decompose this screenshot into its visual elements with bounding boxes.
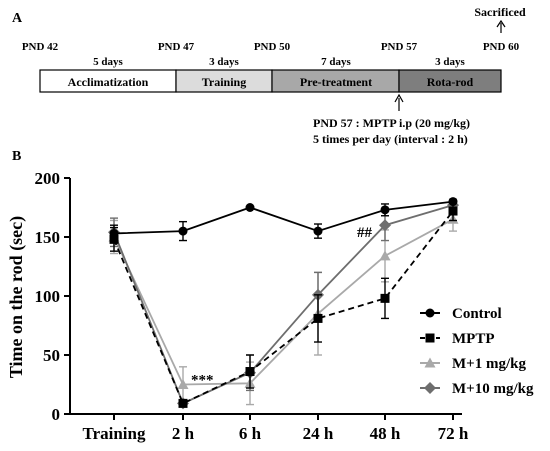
phase-label-pretreatment: Pre-treatment	[300, 75, 372, 89]
data-point	[313, 226, 323, 236]
significance-annotation: ##	[357, 225, 373, 241]
injection-line-1: PND 57 : MPTP i.p (20 mg/kg)	[313, 116, 470, 130]
injection-arrow-head	[394, 93, 404, 103]
legend-label: Control	[452, 306, 502, 322]
sacrificed-label: Sacrificed	[474, 5, 526, 19]
legend-label: MPTP	[452, 331, 495, 347]
data-point	[313, 313, 323, 323]
series-line	[113, 200, 454, 235]
data-point	[245, 367, 255, 377]
data-point	[448, 197, 458, 207]
series-m-1-mg-kg	[108, 206, 459, 406]
legend-marker	[424, 357, 436, 368]
x-tick-label: 48 h	[370, 424, 401, 443]
duration-acclimatization: 5 days	[93, 56, 123, 68]
series-mptp	[109, 200, 458, 408]
legend: Control MPTP M+1 mg/kg M+10 mg/kg	[420, 306, 534, 397]
phase-label-acclimatization: Acclimatization	[68, 75, 149, 89]
injection-line-2: 5 times per day (interval : 2 h)	[313, 132, 468, 146]
milestone-pnd42: PND 42	[22, 41, 59, 53]
panel-a-label: A	[12, 11, 23, 26]
data-point	[380, 205, 390, 215]
milestone-pnd50: PND 50	[254, 41, 291, 53]
panel-b: B Time on the rod (sec) 0 50 100 150 200 Trai…	[6, 149, 534, 443]
chart-plot: 0 50 100 150 200 Training 2 h 6 h 24 h 48 h 72 h **…	[35, 169, 534, 443]
y-tick-label: 200	[35, 169, 61, 188]
significance-annotation: ***	[191, 373, 214, 389]
duration-training: 3 days	[209, 56, 239, 68]
milestone-pnd60: PND 60	[483, 41, 520, 53]
series-line	[113, 204, 454, 405]
series-control	[109, 197, 458, 243]
data-point	[178, 398, 188, 408]
phase-bar-rotarod	[398, 69, 502, 93]
series-m-10-mg-kg	[108, 198, 459, 410]
data-point	[178, 226, 188, 236]
series-line	[113, 210, 454, 405]
milestone-pnd47: PND 47	[158, 41, 195, 53]
x-tick-label: 6 h	[239, 424, 262, 443]
legend-marker	[425, 333, 435, 343]
data-point	[245, 203, 255, 212]
legend-marker	[424, 382, 436, 394]
phase-label-training: Training	[202, 75, 246, 89]
data-point	[380, 293, 390, 303]
legend-label: M+10 mg/kg	[452, 381, 534, 397]
duration-pretreatment: 7 days	[321, 56, 351, 68]
milestone-pnd57: PND 57	[381, 41, 418, 53]
duration-rotarod: 3 days	[435, 56, 465, 68]
data-point	[109, 228, 119, 238]
x-tick-label: 2 h	[172, 424, 195, 443]
y-tick-label: 50	[43, 346, 60, 365]
x-tick-label: 24 h	[303, 424, 334, 443]
y-axis-label: Time on the rod (sec)	[6, 216, 27, 378]
data-point	[177, 379, 189, 389]
legend-marker	[425, 308, 435, 318]
panel-a: A Sacrificed PND 42 PND 47 PND 50 PND 57…	[12, 5, 526, 146]
series-line	[113, 218, 454, 386]
data-point	[379, 219, 391, 232]
data-point	[379, 250, 391, 261]
phase-label-rotarod: Rota-rod	[427, 75, 474, 89]
x-tick-label: Training	[83, 424, 146, 443]
y-tick-label: 150	[35, 228, 61, 247]
sacrificed-arrow-head	[496, 19, 506, 28]
legend-label: M+1 mg/kg	[452, 356, 526, 372]
panel-b-label: B	[12, 149, 21, 164]
x-tick-label: 72 h	[438, 424, 469, 443]
data-point	[448, 206, 458, 216]
y-tick-label: 0	[52, 405, 61, 424]
y-tick-label: 100	[35, 287, 61, 306]
